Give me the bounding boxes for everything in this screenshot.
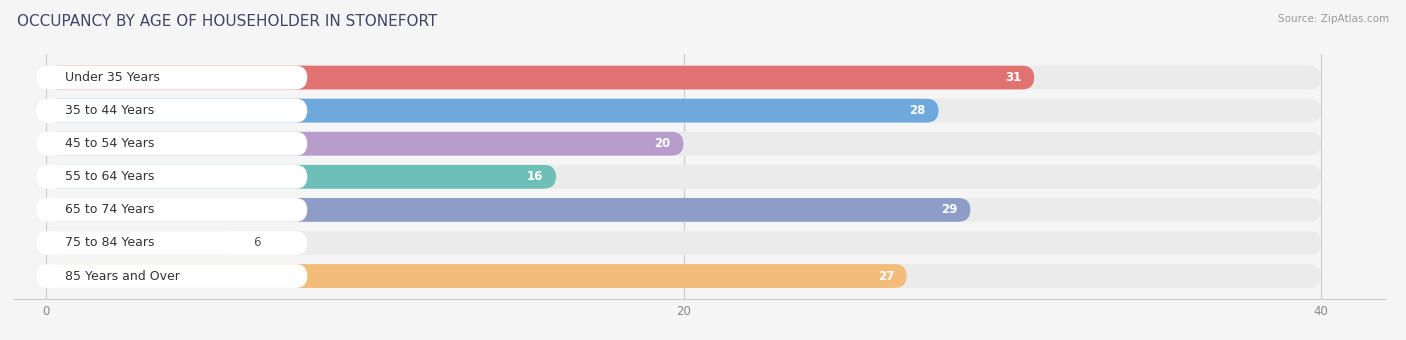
- Text: 45 to 54 Years: 45 to 54 Years: [65, 137, 155, 150]
- Text: 65 to 74 Years: 65 to 74 Years: [65, 203, 155, 216]
- FancyBboxPatch shape: [46, 66, 1035, 89]
- FancyBboxPatch shape: [46, 165, 555, 189]
- FancyBboxPatch shape: [37, 264, 308, 288]
- Text: OCCUPANCY BY AGE OF HOUSEHOLDER IN STONEFORT: OCCUPANCY BY AGE OF HOUSEHOLDER IN STONE…: [17, 14, 437, 29]
- FancyBboxPatch shape: [46, 198, 970, 222]
- Text: 55 to 64 Years: 55 to 64 Years: [65, 170, 155, 183]
- FancyBboxPatch shape: [37, 231, 308, 255]
- Text: 85 Years and Over: 85 Years and Over: [65, 270, 180, 283]
- FancyBboxPatch shape: [37, 198, 308, 222]
- FancyBboxPatch shape: [46, 231, 1322, 255]
- FancyBboxPatch shape: [46, 264, 907, 288]
- Text: 20: 20: [655, 137, 671, 150]
- FancyBboxPatch shape: [46, 99, 939, 122]
- FancyBboxPatch shape: [46, 66, 1322, 89]
- Text: Source: ZipAtlas.com: Source: ZipAtlas.com: [1278, 14, 1389, 23]
- Text: 31: 31: [1005, 71, 1022, 84]
- Text: 35 to 44 Years: 35 to 44 Years: [65, 104, 155, 117]
- Text: 16: 16: [527, 170, 543, 183]
- FancyBboxPatch shape: [46, 231, 238, 255]
- Text: Under 35 Years: Under 35 Years: [65, 71, 160, 84]
- FancyBboxPatch shape: [46, 132, 683, 156]
- Text: 75 to 84 Years: 75 to 84 Years: [65, 236, 155, 250]
- FancyBboxPatch shape: [46, 165, 1322, 189]
- FancyBboxPatch shape: [46, 99, 1322, 122]
- Text: 28: 28: [910, 104, 925, 117]
- Text: 29: 29: [942, 203, 957, 216]
- FancyBboxPatch shape: [37, 66, 308, 89]
- FancyBboxPatch shape: [37, 99, 308, 122]
- FancyBboxPatch shape: [46, 264, 1322, 288]
- FancyBboxPatch shape: [37, 165, 308, 189]
- FancyBboxPatch shape: [37, 132, 308, 156]
- FancyBboxPatch shape: [46, 132, 1322, 156]
- FancyBboxPatch shape: [46, 198, 1322, 222]
- Text: 6: 6: [253, 236, 260, 250]
- Text: 27: 27: [877, 270, 894, 283]
